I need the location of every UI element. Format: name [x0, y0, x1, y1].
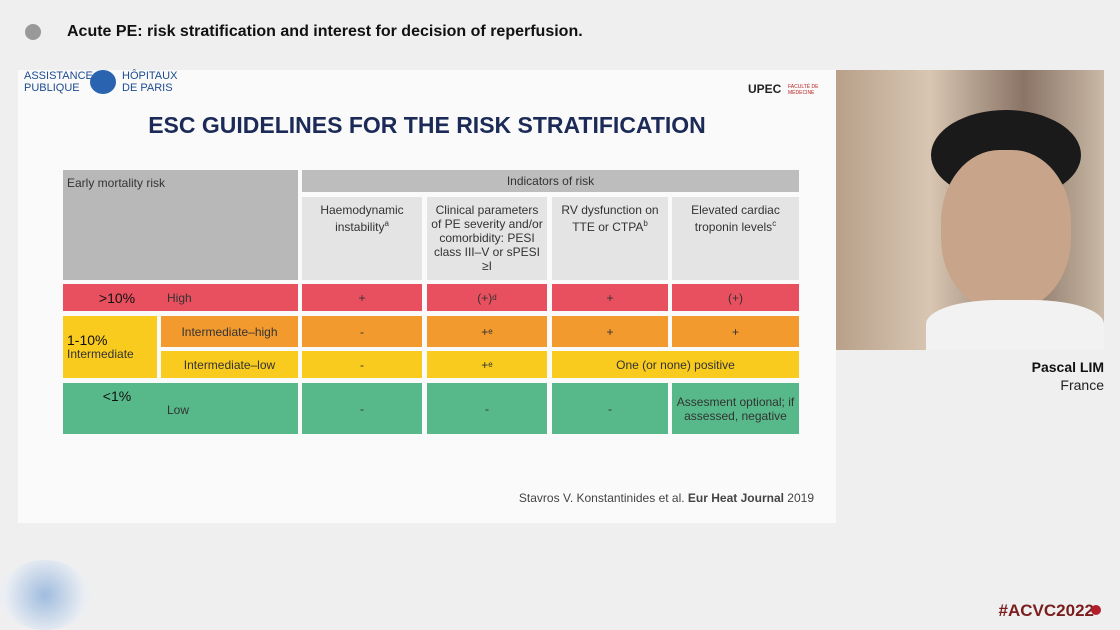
risk-cell: >10% High [63, 284, 298, 311]
column-header: RV dysfunction on TTE or CTPAb [552, 197, 668, 280]
header-text: Haemodynamic instabilitya [306, 203, 418, 234]
upec-subtitle: FACULTÉ DE MÉDECINE [788, 84, 819, 96]
cell: + [552, 316, 668, 347]
cell-text: (+) [728, 290, 743, 305]
risk-label: Low [167, 403, 190, 417]
hashtag: #ACVC2022 [998, 601, 1094, 620]
citation: Stavros V. Konstantinides et al. Eur Hea… [519, 491, 814, 505]
logo-left: HÔPITAUX DE PARIS [122, 70, 177, 94]
footnote: e [488, 326, 493, 336]
header-text: Early mortality risk [67, 176, 166, 190]
slide: ASSISTANCE PUBLIQUE HÔPITAUX DE PARIS UP… [18, 70, 836, 523]
cell-text: One (or none) positive [616, 357, 735, 372]
risk-cell: Intermediate–low [161, 351, 298, 378]
header-cell: Indicators of risk [302, 170, 799, 192]
cell: Assesment optional; if assessed, negativ… [672, 383, 799, 434]
risk-cell: 1-10% Intermediate [63, 316, 157, 378]
cell: One (or none) positive [552, 351, 799, 378]
citation-year: 2019 [787, 491, 814, 505]
cell-text: + [731, 324, 739, 339]
header-text: Haemodynamic instability [320, 203, 404, 234]
footnote: c [772, 219, 777, 228]
shirt [926, 300, 1104, 350]
risk-range: <1% [102, 388, 132, 404]
column-header: Clinical parameters of PE severity and/o… [427, 197, 547, 280]
risk-label: Intermediate [67, 347, 134, 361]
citation-journal: Eur Heat Journal [687, 491, 784, 505]
cell-text: + [606, 290, 614, 305]
cell-text: + [606, 324, 614, 339]
footnote: d [492, 292, 497, 302]
footnote: b [643, 219, 648, 228]
hashtag-dot [1091, 605, 1101, 615]
risk-range: 1-10% [67, 332, 108, 348]
header-text: RV dysfunction on TTE or CTPAb [556, 203, 664, 234]
logo-left: ASSISTANCE PUBLIQUE [24, 70, 93, 94]
column-header: Haemodynamic instabilitya [302, 197, 422, 280]
cell-text: + [481, 357, 489, 372]
risk-cell: <1% Low [63, 383, 298, 434]
cell-text: + [358, 290, 366, 305]
header-cell: Early mortality risk [63, 170, 298, 280]
header-text: Elevated cardiac troponin levelsc [676, 203, 795, 234]
upec-logo: UPEC [748, 82, 782, 96]
speaker-country: France [1060, 377, 1104, 393]
face [941, 150, 1071, 310]
cell-text: - [360, 357, 364, 372]
cell-text: - [608, 401, 612, 416]
footnote: e [488, 359, 493, 369]
cell-text: - [360, 401, 364, 416]
slide-title: ESC GUIDELINES FOR THE RISK STRATIFICATI… [148, 112, 706, 138]
citation-authors: Stavros V. Konstantinides et al. [518, 491, 685, 505]
logo-text: ASSISTANCE [24, 70, 93, 82]
logo-text: DE PARIS [122, 82, 173, 94]
cell: + e [427, 316, 547, 347]
logo-heart [90, 70, 116, 94]
header-text: Indicators of risk [506, 174, 595, 188]
risk-label: High [167, 290, 192, 305]
header-text: Elevated cardiac troponin levels [691, 203, 780, 234]
cell: + [552, 284, 668, 311]
status-dot [25, 24, 41, 40]
risk-range: >10% [98, 289, 136, 306]
speaker-video [836, 70, 1104, 350]
speaker-name: Pascal LIM [1031, 359, 1104, 375]
cell-text: (+) [477, 290, 493, 305]
header-text: RV dysfunction on TTE or CTPA [561, 203, 659, 234]
cell: - [552, 383, 668, 434]
cell: - [302, 383, 422, 434]
risk-label: Intermediate–low [183, 357, 276, 372]
cell-text: - [360, 324, 364, 339]
cell: + e [427, 351, 547, 378]
cell: (+) [672, 284, 799, 311]
header-text: Clinical parameters of PE severity and/o… [431, 203, 543, 273]
cell-text: - [485, 401, 489, 416]
cell-text: + [481, 324, 489, 339]
footnote: a [384, 219, 389, 228]
column-header: Elevated cardiac troponin levelsc [672, 197, 799, 280]
cell: - [302, 351, 422, 378]
risk-cell: Intermediate–high [161, 316, 298, 347]
cell: - [427, 383, 547, 434]
cell: + [672, 316, 799, 347]
cell: - [302, 316, 422, 347]
session-title: Acute PE: risk stratification and intere… [67, 23, 583, 40]
logo-text: HÔPITAUX [122, 70, 178, 82]
cell: + [302, 284, 422, 311]
cell: (+) d [427, 284, 547, 311]
logo-text: PUBLIQUE [24, 82, 80, 94]
risk-label: Intermediate–high [181, 324, 278, 339]
cell-text: Assesment optional; if assessed, negativ… [676, 394, 795, 423]
decoration [0, 560, 90, 630]
